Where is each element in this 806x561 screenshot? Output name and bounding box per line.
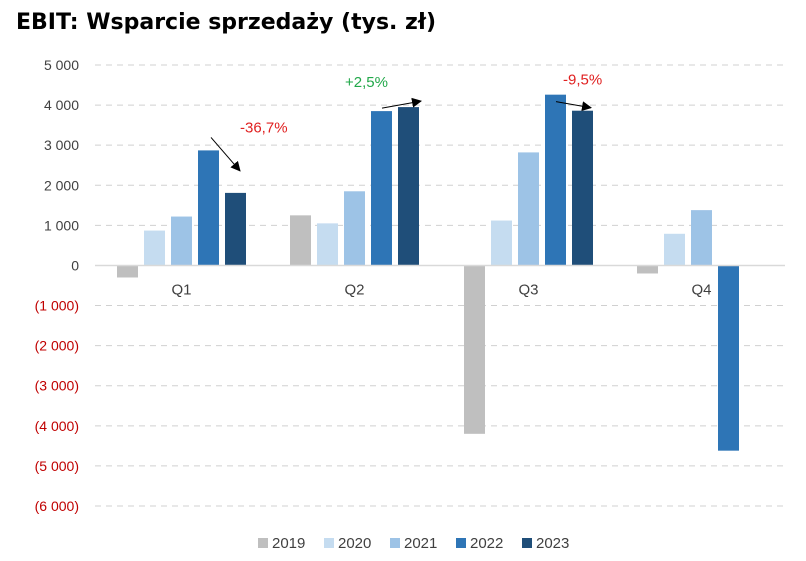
y-tick-label: (1 000) [35,298,79,314]
legend-label: 2022 [470,535,503,552]
legend-swatch [522,538,532,548]
legend-item-2022: 2022 [456,535,503,552]
bar-q1-2021 [171,216,192,266]
bar-q4-2021 [691,210,712,266]
bar-q1-2022 [198,150,219,266]
category-label-q4: Q4 [691,281,711,298]
bar-q3-2019 [464,265,485,434]
legend-item-2020: 2020 [324,535,371,552]
y-tick-label: (2 000) [35,338,79,354]
y-axis-tick-labels: 5 000 4 000 3 000 2 000 1 000 0 (1 000) (2 000)… [35,57,80,514]
annotation-label-q1: -36,7% [240,119,288,136]
category-label-q2: Q2 [344,281,364,298]
legend-label: 2021 [404,535,437,552]
gridlines [95,64,785,507]
legend-item-2023: 2023 [522,535,569,552]
legend-item-2021: 2021 [390,535,437,552]
y-tick-label: 5 000 [44,57,79,73]
bar-q4-2019 [637,265,658,274]
bar-q2-2020 [317,223,338,266]
y-tick-label: (4 000) [35,418,79,434]
bar-q1-2020 [144,230,165,266]
bar-q3-2021 [518,152,539,266]
legend-item-2019: 2019 [258,535,305,552]
chart-title: EBIT: Wsparcie sprzedaży (tys. zł) [16,10,437,35]
y-tick-label: 2 000 [44,177,79,193]
bar-q1-2023 [225,192,246,266]
bar-q1-2019 [117,265,138,278]
y-tick-label: (5 000) [35,458,79,474]
category-label-q1: Q1 [171,281,191,298]
y-tick-label: 3 000 [44,137,79,153]
legend-label: 2020 [338,535,371,552]
legend-label: 2023 [536,535,569,552]
annotation-arrow-q3 [555,101,592,112]
bar-q2-2019 [290,215,311,266]
category-label-q3: Q3 [518,281,538,298]
bar-q3-2023 [572,110,593,266]
annotation-label-q2: +2,5% [345,74,388,91]
annotation-arrow-q1 [210,137,241,172]
bar-q4-2022 [718,265,739,451]
category-labels: Q1 Q2 Q3 Q4 [171,281,711,298]
annotations: -36,7% +2,5% -9,5% [210,72,602,172]
y-tick-label: (6 000) [35,498,79,514]
legend-swatch [324,538,334,548]
legend-label: 2019 [272,535,305,552]
y-tick-label: (3 000) [35,378,79,394]
bar-q2-2022 [371,111,392,266]
bar-q4-2020 [664,233,685,266]
legend-swatch [258,538,268,548]
legend-swatch [456,538,466,548]
bar-q3-2022 [545,94,566,266]
bar-q3-2020 [491,220,512,266]
annotation-label-q3: -9,5% [563,72,602,89]
bar-q2-2021 [344,191,365,266]
annotation-arrow-q2 [381,97,422,109]
bars [117,94,739,451]
y-tick-label: 4 000 [44,97,79,113]
legend: 2019 2020 2021 2022 2023 [258,535,569,552]
legend-swatch [390,538,400,548]
bar-q2-2023 [398,107,419,266]
y-tick-label: 0 [71,257,79,273]
y-tick-label: 1 000 [44,217,79,233]
